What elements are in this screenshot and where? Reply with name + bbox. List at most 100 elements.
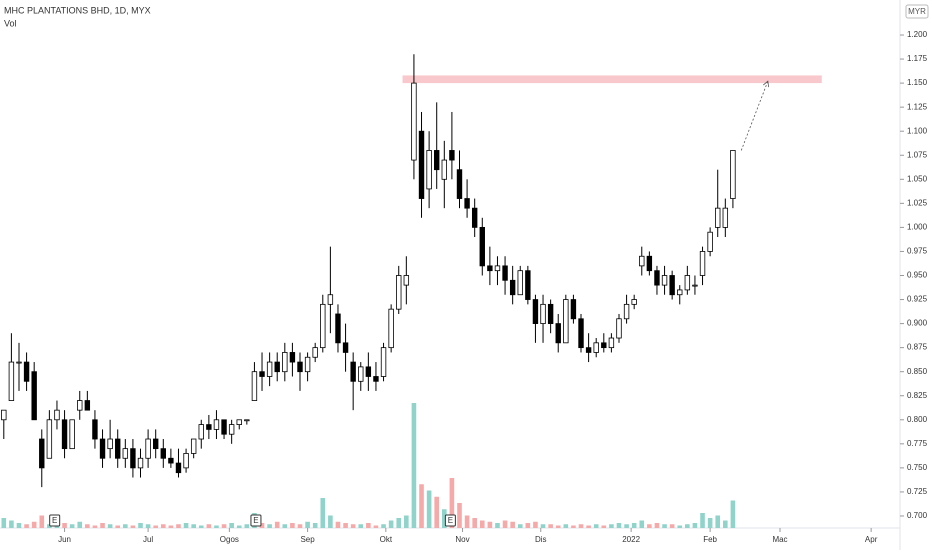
volume-bar [312, 523, 318, 528]
event-box [250, 514, 262, 527]
candle-body [320, 303, 326, 349]
y-tick-label: 0.950 [907, 271, 928, 280]
candle-body [494, 265, 501, 272]
candle-body [547, 303, 554, 324]
volume-bar [350, 524, 356, 528]
resistance-zone [402, 75, 822, 84]
volume-bar [198, 525, 204, 528]
volume-bar [434, 496, 440, 528]
candle-body [418, 130, 425, 199]
volume-bar [176, 524, 181, 528]
currency: MYR [908, 7, 926, 16]
candle-body [190, 438, 197, 454]
candle-body [380, 347, 387, 377]
y-tick-label: 1.075 [907, 150, 928, 159]
candle-body [692, 284, 698, 287]
candle-body [449, 150, 455, 161]
candle-body [274, 361, 280, 373]
event-label: E [448, 516, 453, 525]
volume-bar [563, 524, 569, 528]
volume-bar [39, 515, 45, 528]
candle-body [608, 337, 615, 349]
candle-body [563, 299, 569, 344]
volume-bar [502, 520, 508, 528]
candle-body [707, 231, 713, 252]
candle-body [601, 342, 607, 349]
volume-bar [601, 525, 607, 528]
volume-bar [533, 521, 538, 528]
candle-body [555, 323, 561, 344]
candle-body [92, 419, 98, 440]
candle-body [99, 438, 106, 459]
volume-bar [464, 515, 470, 528]
x-tick-label: Nov [455, 535, 469, 544]
volume-bar [282, 524, 288, 528]
volume-bar [730, 500, 736, 528]
volume-bar [593, 524, 599, 528]
volume-bar [259, 523, 265, 528]
volume-bar [153, 525, 158, 528]
volume-bar [115, 525, 121, 528]
candle-body [228, 424, 235, 435]
candle-body [646, 255, 653, 272]
y-tick-label: 1.050 [907, 174, 928, 183]
volume-bar [100, 523, 105, 528]
candle-body [31, 371, 37, 421]
volume-bar [9, 520, 14, 528]
candle-body [297, 361, 303, 373]
arrow-head [763, 80, 770, 88]
volume-bar [419, 484, 424, 528]
candle-body [479, 226, 485, 267]
x-tick-label: Okt [380, 535, 393, 544]
y-tick-label: 0.975 [907, 247, 928, 256]
candle-body [54, 409, 60, 421]
candle-body [244, 419, 250, 422]
y-tick-label: 0.725 [907, 487, 928, 496]
volume-bar [479, 520, 485, 528]
candle-body [342, 342, 349, 353]
volume-bar [639, 520, 645, 528]
volume-bar [411, 403, 417, 528]
y-tick-label: 1.025 [907, 198, 928, 207]
volume-bar [381, 524, 386, 528]
volume-bar [631, 523, 637, 528]
volume-bar [305, 521, 310, 528]
candle-body [517, 270, 523, 296]
volume-bar [24, 524, 29, 528]
volume-bar [274, 521, 280, 528]
volume-bar [487, 521, 493, 528]
candle-body [236, 419, 242, 425]
volume-bar [343, 523, 348, 528]
volume-bar [214, 525, 219, 528]
candle-body [639, 255, 645, 267]
candle-body [593, 342, 599, 353]
candle-body [532, 299, 539, 324]
candle-body [145, 438, 151, 459]
candle-body [266, 361, 273, 377]
candle-body [471, 207, 478, 228]
volume-bar [669, 524, 675, 528]
volume-bar [426, 490, 432, 528]
candle-body [715, 207, 721, 228]
candle-body [730, 150, 736, 199]
x-tick-label: Jul [143, 535, 153, 544]
volume-bar [92, 525, 98, 528]
candle-body [722, 207, 729, 228]
candle-body [623, 303, 630, 320]
candle-body [403, 275, 410, 286]
volume-bar [107, 524, 113, 528]
candle-body [540, 303, 546, 324]
y-tick-label: 0.875 [907, 343, 928, 352]
volume-bar [206, 524, 212, 528]
volume-bar [700, 513, 705, 528]
candle-body [388, 308, 394, 349]
volume-bar [31, 521, 37, 528]
volume-bar [555, 525, 561, 528]
candle-body [661, 275, 668, 286]
candle-body [46, 419, 53, 459]
candle-body [677, 289, 683, 296]
volume-bar [654, 523, 660, 528]
volume-bar [609, 524, 614, 528]
candle-body [631, 299, 637, 305]
x-tick-label: Ogos [220, 535, 239, 544]
